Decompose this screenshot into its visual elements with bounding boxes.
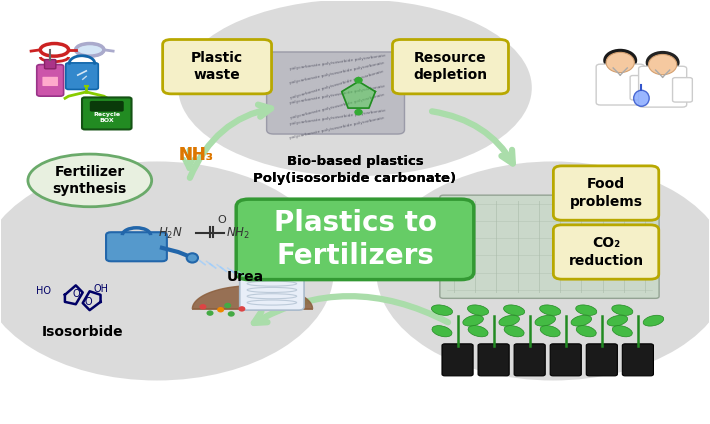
- Text: Isosorbide: Isosorbide: [42, 325, 124, 339]
- Ellipse shape: [76, 44, 104, 56]
- FancyBboxPatch shape: [266, 52, 405, 134]
- Polygon shape: [301, 215, 397, 238]
- FancyBboxPatch shape: [553, 166, 659, 220]
- FancyBboxPatch shape: [478, 344, 509, 376]
- Text: polycarbonate polyisosorbide polycarbonate: polycarbonate polyisosorbide polycarbona…: [289, 54, 386, 71]
- FancyBboxPatch shape: [236, 199, 474, 279]
- Polygon shape: [355, 218, 403, 272]
- Text: HO: HO: [36, 286, 50, 296]
- Ellipse shape: [467, 305, 488, 315]
- FancyBboxPatch shape: [393, 39, 508, 94]
- Ellipse shape: [504, 326, 524, 337]
- Ellipse shape: [643, 315, 664, 326]
- FancyBboxPatch shape: [550, 344, 581, 376]
- Text: O: O: [85, 297, 92, 307]
- FancyBboxPatch shape: [586, 344, 618, 376]
- FancyBboxPatch shape: [596, 64, 644, 105]
- Ellipse shape: [0, 162, 334, 380]
- Text: Urea: Urea: [226, 270, 264, 284]
- Ellipse shape: [607, 315, 628, 326]
- Text: Recycle
BOX: Recycle BOX: [93, 112, 120, 123]
- Ellipse shape: [606, 52, 634, 73]
- FancyBboxPatch shape: [442, 344, 473, 376]
- Ellipse shape: [468, 326, 488, 337]
- Text: OH: OH: [93, 284, 108, 294]
- Text: Fertilizer
synthesis: Fertilizer synthesis: [53, 165, 127, 196]
- Ellipse shape: [28, 154, 152, 207]
- Polygon shape: [342, 81, 376, 108]
- Text: Plastic
waste: Plastic waste: [191, 51, 243, 82]
- Ellipse shape: [540, 326, 560, 337]
- Ellipse shape: [207, 310, 214, 316]
- Ellipse shape: [354, 109, 363, 116]
- FancyBboxPatch shape: [43, 77, 58, 86]
- Text: polycarbonate polyisosorbide polycarbonate: polycarbonate polyisosorbide polycarbona…: [290, 61, 385, 85]
- Ellipse shape: [612, 326, 633, 337]
- FancyBboxPatch shape: [82, 98, 131, 129]
- FancyBboxPatch shape: [638, 66, 687, 107]
- Ellipse shape: [376, 162, 710, 380]
- Ellipse shape: [540, 305, 561, 315]
- Ellipse shape: [604, 49, 637, 72]
- Ellipse shape: [200, 304, 207, 310]
- Text: Plastics to
Fertilizers: Plastics to Fertilizers: [273, 209, 437, 270]
- Text: Bio-based plastics
Poly(isosorbide carbonate): Bio-based plastics Poly(isosorbide carbo…: [253, 155, 457, 185]
- Text: O: O: [73, 289, 81, 299]
- Ellipse shape: [432, 305, 452, 315]
- FancyBboxPatch shape: [106, 232, 167, 261]
- Text: polycarbonate polyisosorbide polycarbonate: polycarbonate polyisosorbide polycarbona…: [290, 92, 385, 120]
- Ellipse shape: [354, 77, 363, 84]
- FancyBboxPatch shape: [240, 276, 304, 310]
- Text: polycarbonate polyisosorbide polycarbonate: polycarbonate polyisosorbide polycarbona…: [290, 69, 384, 100]
- Text: polycarbonate polyisosorbide polycarbonate: polycarbonate polyisosorbide polycarbona…: [289, 85, 386, 106]
- FancyBboxPatch shape: [440, 195, 659, 298]
- Ellipse shape: [178, 0, 532, 176]
- Ellipse shape: [577, 326, 596, 337]
- Text: polycarbonate polyisosorbide polycarbonate: polycarbonate polyisosorbide polycarbona…: [290, 116, 385, 140]
- FancyBboxPatch shape: [90, 102, 123, 111]
- FancyBboxPatch shape: [630, 75, 650, 100]
- FancyBboxPatch shape: [514, 344, 545, 376]
- Text: $H_2N$: $H_2N$: [158, 226, 183, 241]
- Ellipse shape: [499, 315, 520, 326]
- FancyBboxPatch shape: [45, 59, 56, 69]
- Ellipse shape: [535, 315, 555, 326]
- Ellipse shape: [432, 326, 452, 337]
- Ellipse shape: [645, 51, 679, 74]
- Text: CO₂
reduction: CO₂ reduction: [569, 236, 644, 268]
- Ellipse shape: [612, 305, 633, 315]
- Text: Food
problems: Food problems: [569, 177, 643, 209]
- FancyBboxPatch shape: [553, 225, 659, 279]
- FancyBboxPatch shape: [623, 344, 653, 376]
- Ellipse shape: [503, 305, 525, 315]
- Ellipse shape: [239, 306, 246, 312]
- Polygon shape: [307, 229, 373, 274]
- Ellipse shape: [648, 54, 677, 75]
- Text: Bio-based plastics
Poly(isosorbide carbonate): Bio-based plastics Poly(isosorbide carbo…: [253, 155, 457, 185]
- Ellipse shape: [571, 315, 591, 326]
- FancyBboxPatch shape: [66, 63, 98, 89]
- Text: O: O: [217, 215, 226, 226]
- FancyBboxPatch shape: [37, 64, 64, 96]
- Ellipse shape: [217, 307, 224, 312]
- Ellipse shape: [633, 90, 649, 106]
- Ellipse shape: [463, 315, 484, 326]
- Ellipse shape: [224, 303, 231, 308]
- Text: NH₃: NH₃: [178, 146, 214, 164]
- Ellipse shape: [187, 253, 198, 262]
- Text: Resource
depletion: Resource depletion: [413, 51, 488, 82]
- Text: $NH_2$: $NH_2$: [226, 226, 250, 241]
- Ellipse shape: [576, 305, 597, 315]
- FancyBboxPatch shape: [163, 39, 271, 94]
- Text: polycarbonate polyisosorbide polycarbonate: polycarbonate polyisosorbide polycarbona…: [289, 108, 386, 126]
- Polygon shape: [192, 286, 312, 309]
- Text: NH₃: NH₃: [178, 146, 214, 164]
- Ellipse shape: [228, 311, 235, 317]
- FancyBboxPatch shape: [672, 78, 692, 102]
